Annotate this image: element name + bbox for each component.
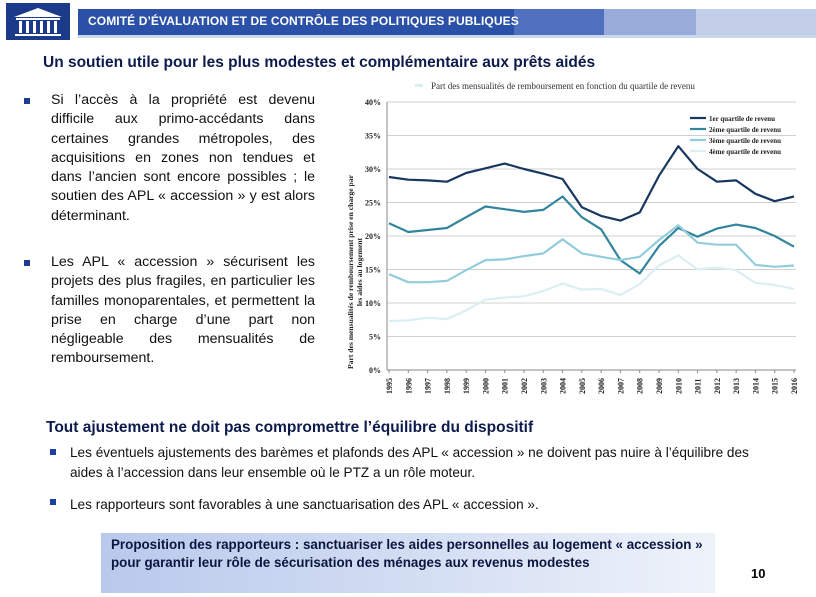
proposal-text: Proposition des rapporteurs : sanctuaris… [111,537,703,570]
y-tick-label: 15% [365,266,381,275]
proposal-box: Proposition des rapporteurs : sanctuaris… [101,533,715,593]
bullet-icon [24,260,30,266]
x-tick-label: 2006 [597,378,606,394]
bullet-icon [50,449,56,455]
section-title: Tout ajustement ne doit pas compromettre… [46,419,534,436]
legend-label: 3ème quartile de revenu [709,137,781,145]
x-tick-label: 2014 [751,378,760,394]
series-line [388,254,795,323]
x-tick-label: 2000 [481,378,490,394]
x-tick-label: 1996 [404,378,413,394]
x-tick-label: 2015 [771,378,780,394]
header-underline [78,35,816,38]
x-tick-label: 2016 [790,378,799,394]
x-tick-label: 2013 [732,378,741,394]
y-tick-label: 0% [369,366,381,375]
bullet-icon [24,98,30,104]
y-axis-label-line-1: Part des mensualités de remboursement pr… [346,174,355,369]
legend-label: 4ème quartile de revenu [709,148,781,156]
x-tick-label: 2008 [636,378,645,394]
x-tick-label: 2011 [694,378,703,394]
y-tick-label: 5% [369,333,381,342]
page-number: 10 [751,566,766,581]
header-block [604,9,696,35]
bullet-icon [50,499,56,505]
y-tick-label: 25% [365,199,381,208]
x-tick-label: 2002 [520,378,529,394]
x-tick-label: 2012 [713,378,722,394]
series-line [388,195,795,275]
chart-legend-title: Part des mensualités de remboursement en… [415,81,695,91]
left-paragraph-1: Si l’accès à la propriété est devenu dif… [51,92,315,224]
assemblee-logo [6,3,70,40]
main-title: Un soutien utile pour les plus modestes … [43,54,596,71]
x-tick-label: 2005 [578,378,587,394]
header-title: COMITÉ D’ÉVALUATION ET DE CONTRÔLE DES P… [88,14,519,28]
x-tick-label: 1998 [443,378,452,394]
header-block [696,9,816,35]
legend-title-swatch [415,84,423,87]
legend-label: 1er quartile de revenu [709,115,775,123]
y-axis-label-line-2: les aides au logement [355,237,364,306]
x-tick-label: 2003 [539,378,548,394]
series-line [388,224,795,284]
x-tick-label: 2004 [559,378,568,394]
x-tick-label: 2001 [501,378,510,394]
chart-title: Part des mensualités de remboursement en… [431,81,695,91]
y-tick-label: 10% [365,299,381,308]
bullet-text-2: Les rapporteurs sont favorables à une sa… [70,497,539,512]
legend-label: 2ème quartile de revenu [709,126,781,134]
x-tick-label: 2007 [616,378,625,394]
y-tick-label: 30% [365,165,381,174]
y-tick-label: 35% [365,132,381,141]
header-band [78,9,514,35]
x-tick-label: 1997 [424,378,433,394]
x-tick-label: 1995 [385,378,394,394]
y-tick-label: 20% [365,232,381,241]
header-block [514,9,604,35]
x-tick-label: 2009 [655,378,664,394]
left-paragraph-2: Les APL « accession » sécurisent les pro… [51,254,315,367]
y-tick-label: 40% [365,98,381,107]
x-tick-label: 2010 [674,378,683,394]
bullet-text-1: Les éventuels ajustements des barèmes et… [70,445,749,480]
header-bar: COMITÉ D’ÉVALUATION ET DE CONTRÔLE DES P… [0,0,816,44]
series-line [388,145,795,222]
quartile-line-chart: Part des mensualités de remboursement en… [346,81,799,394]
x-tick-label: 1999 [462,378,471,394]
